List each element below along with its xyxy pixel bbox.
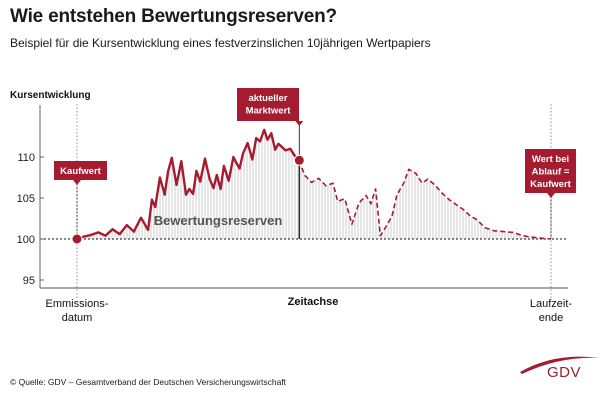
y-tick-label: 95 bbox=[23, 275, 35, 287]
gdv-logo-text: GDV bbox=[547, 364, 582, 381]
callout-tip bbox=[295, 121, 304, 126]
axes bbox=[39, 105, 568, 289]
x-end-label: ende bbox=[539, 312, 563, 324]
x-start-label: datum bbox=[62, 312, 93, 324]
source-note: © Quelle: GDV – Gesamtverband der Deutsc… bbox=[10, 377, 287, 387]
callout-text: Kaufwert bbox=[530, 179, 571, 190]
x-axis-label: Zeitachse bbox=[288, 296, 339, 308]
callout-box bbox=[237, 88, 299, 121]
callout-text: aktueller bbox=[248, 93, 287, 104]
value-marker bbox=[293, 154, 305, 166]
series-line-expected bbox=[298, 160, 552, 240]
series-lines bbox=[76, 128, 552, 241]
callout-text: Ablauf = bbox=[532, 167, 570, 178]
value-marker bbox=[71, 233, 83, 245]
annotations: Kaufwert aktueller Marktwert Wert bei Ablauf… bbox=[54, 88, 576, 245]
callout-text: Wert bei bbox=[532, 154, 569, 165]
callout-tip bbox=[547, 193, 555, 198]
chart-text: 95 100 105 110 Kursentwicklung Zeitachse Emmis… bbox=[10, 90, 572, 324]
x-start-label: Emmissions- bbox=[46, 298, 109, 310]
reserve-hatch-area bbox=[81, 132, 542, 239]
callout-box bbox=[54, 161, 107, 180]
callout-tip bbox=[73, 180, 81, 185]
callout-box bbox=[525, 149, 576, 193]
y-tick-label: 110 bbox=[17, 152, 35, 164]
page-subtitle: Beispiel für die Kursentwicklung eines f… bbox=[10, 36, 431, 50]
page-title: Wie entstehen Bewertungsreserven? bbox=[10, 6, 337, 27]
callout-text: Kaufwert bbox=[60, 166, 101, 177]
series-line-actual bbox=[76, 128, 301, 241]
reserve-area-label: Bewertungsreserven bbox=[154, 213, 283, 228]
gdv-logo: GDV bbox=[547, 364, 581, 381]
y-tick-label: 105 bbox=[17, 193, 35, 205]
y-axis-label: Kursentwicklung bbox=[10, 90, 91, 101]
x-end-label: Laufzeit- bbox=[530, 298, 573, 310]
y-tick-label: 100 bbox=[17, 234, 35, 246]
callout-text: Marktwert bbox=[246, 106, 292, 117]
